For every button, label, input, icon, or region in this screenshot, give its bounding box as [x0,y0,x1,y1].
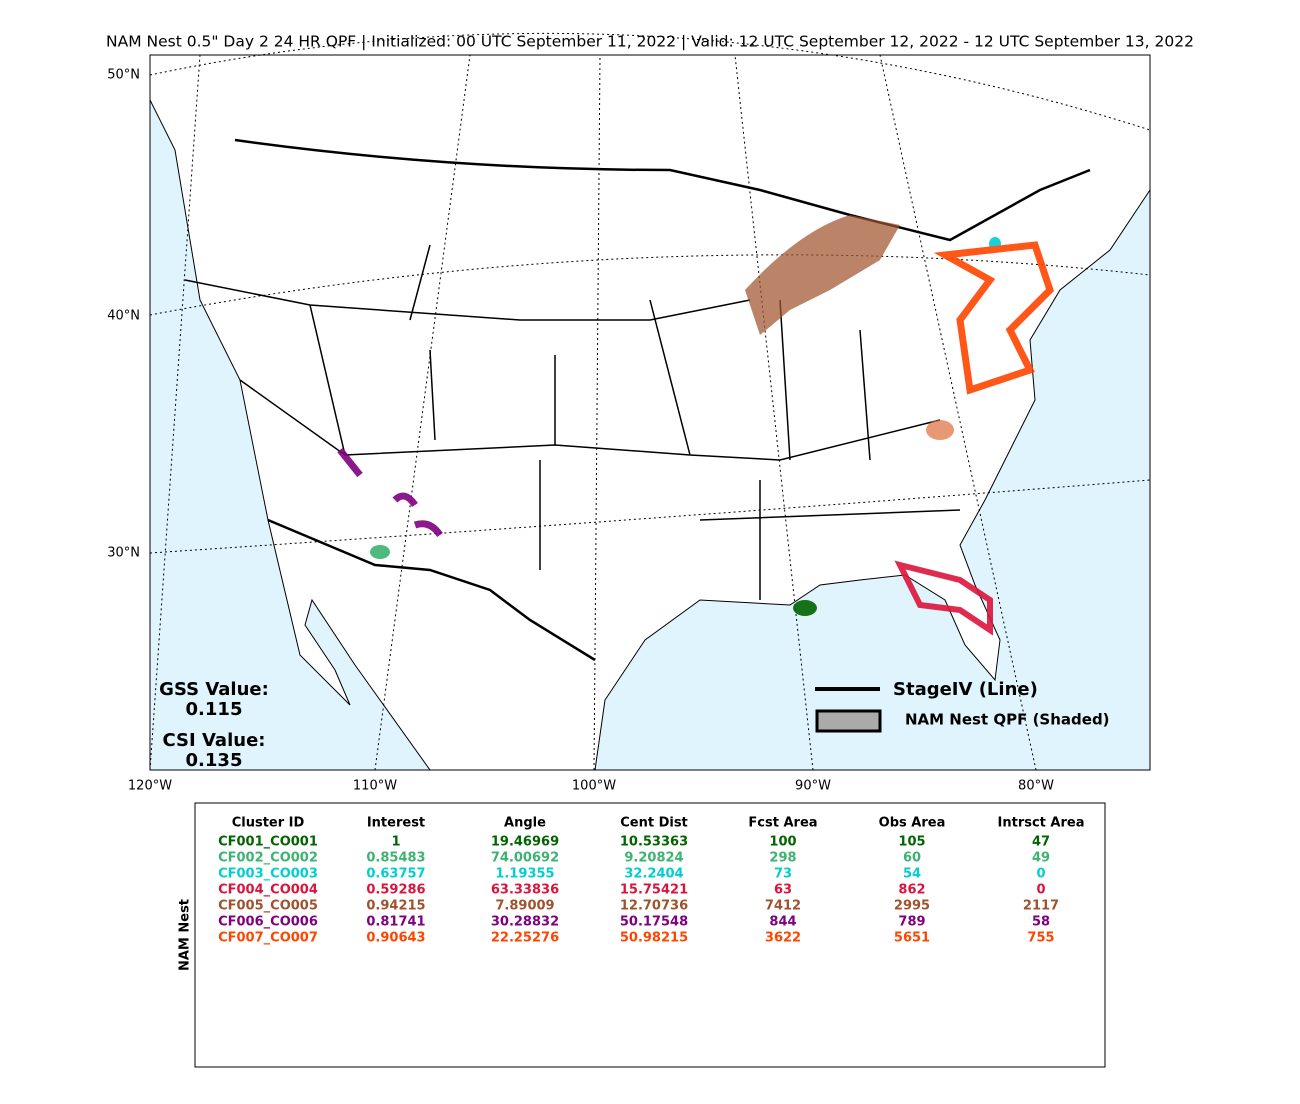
table-cell: 0.81741 [366,915,425,930]
table-cell: 22.25276 [491,931,559,946]
lon-label: 80°W [1018,779,1054,794]
table-cell: 0 [1036,883,1045,898]
table-header: Cent Dist [620,816,688,831]
lon-label: 110°W [353,779,397,794]
table-cell: 7.89009 [495,899,554,914]
table-cell: 10.53363 [620,835,688,850]
table-cell: 54 [903,867,921,882]
stats-table: NAM Nest Cluster ID Interest Angle Cent Dis… [178,802,1106,1068]
cluster-shape [337,447,443,538]
table-cell: 47 [1032,835,1050,850]
side-label: NAM Nest [178,899,193,971]
table-frame [194,802,1106,1068]
graticule [149,32,1151,771]
cluster-shape [926,420,954,440]
legend-label: NAM Nest QPF (Shaded) [905,711,1110,729]
table-cell: CF002_CO002 [218,851,318,866]
cluster-shape [894,560,993,636]
legend-swatch [815,709,882,733]
table-cell: CF007_CO007 [218,931,318,946]
csi-label: CSI Value: [163,730,266,751]
lon-label: 120°W [128,779,172,794]
state-lines [184,244,961,600]
table-header: Intrsct Area [998,816,1085,831]
clusters [337,215,1055,636]
table-cell: 58 [1032,915,1050,930]
lat-label: 50°N [107,68,140,83]
table-cell: 0.90643 [366,931,425,946]
table-cell: 49 [1032,851,1050,866]
gss-label: GSS Value: [159,679,269,700]
scores: GSS Value: 0.115 CSI Value: 0.135 [159,679,269,771]
table-cell: 50.17548 [620,915,688,930]
csi-value: 0.135 [186,750,243,771]
table-cell: 5651 [894,931,930,946]
legend-label: StageIV (Line) [893,679,1038,700]
table-cell: 862 [898,883,925,898]
lon-label: 100°W [572,779,616,794]
land [149,54,1151,771]
table-cell: 0.63757 [366,867,425,882]
table-cell: 789 [898,915,925,930]
table-cell: 63 [774,883,792,898]
table-cell: 105 [898,835,925,850]
table-cell: 50.98215 [620,931,688,946]
lat-label: 40°N [107,309,140,324]
table-cell: CF001_CO001 [218,835,318,850]
table-cell: 1.19355 [495,867,554,882]
table-header: Obs Area [879,816,946,831]
table-cell: 30.28832 [491,915,559,930]
lat-label: 30°N [107,546,140,561]
legend: StageIV (Line) NAM Nest QPF (Shaded) [815,679,1110,733]
table-cell: 0.94215 [366,899,425,914]
table-header: Angle [504,816,546,831]
gss-value: 0.115 [186,699,243,720]
table-cell: 9.20824 [624,851,683,866]
table-header: Cluster ID [232,816,305,831]
table-cell: 19.46969 [491,835,559,850]
table-cell: CF006_CO006 [218,915,318,930]
table-cell: 1 [391,835,400,850]
table-cell: 0 [1036,867,1045,882]
table-header: Interest [367,816,425,831]
borders [234,138,1091,662]
table-cell: 2995 [894,899,930,914]
map: 50°N 40°N 30°N 120°W 110°W 100°W 90°W 80… [107,32,1151,794]
table-cell: 73 [774,867,792,882]
table-cell: 755 [1027,931,1054,946]
title: NAM Nest 0.5" Day 2 24 HR QPF | Initiali… [106,33,1194,51]
table-cell: 0.59286 [366,883,425,898]
table-cell: 0.85483 [366,851,425,866]
table-cell: 3622 [765,931,801,946]
table-cell: 100 [769,835,796,850]
cluster-shape [370,545,390,559]
table-cell: 63.33836 [491,883,559,898]
table-header: Fcst Area [748,816,817,831]
lon-label: 90°W [795,779,831,794]
map-frame [149,54,1151,771]
table-cell: 7412 [765,899,801,914]
cluster-shape [933,241,1055,395]
cluster-shape [793,600,817,616]
table-cell: 74.00692 [491,851,559,866]
table-cell: CF004_CO004 [218,883,318,898]
cluster-shape [745,215,900,335]
table-cell: 32.2404 [624,867,683,882]
table-cell: 2117 [1023,899,1059,914]
table-cell: 12.70736 [620,899,688,914]
table-cell: CF003_CO003 [218,867,318,882]
table-cell: 60 [903,851,921,866]
table-cell: 298 [769,851,796,866]
table-cell: 844 [769,915,796,930]
table-cell: 15.75421 [620,883,688,898]
table-cell: CF005_CO005 [218,899,318,914]
